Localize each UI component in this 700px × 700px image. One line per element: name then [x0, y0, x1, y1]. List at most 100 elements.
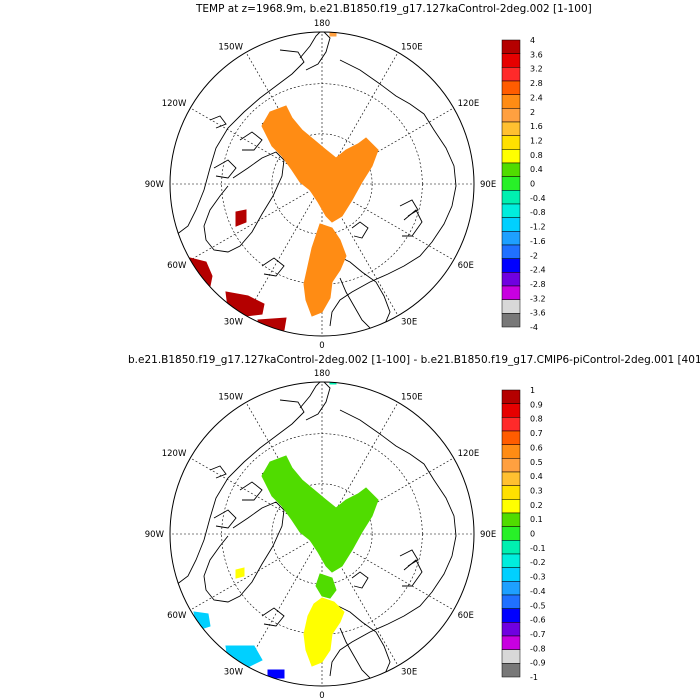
longitude-label: 30W	[224, 318, 244, 328]
longitude-label: 150E	[401, 392, 423, 402]
longitude-label: 60E	[458, 261, 474, 271]
colorbar-swatch	[501, 553, 521, 568]
coastline	[209, 115, 227, 129]
colorbar-label: -0.6	[530, 616, 546, 625]
anomaly-region-orange	[329, 32, 337, 37]
colorbar-label: 0.8	[530, 151, 543, 160]
coastline	[399, 549, 419, 567]
colorbar-label: -2	[530, 251, 538, 260]
panel-2-title: b.e21.B1850.f19_g17.127kaControl-2deg.00…	[128, 354, 700, 366]
colorbar-swatch	[501, 430, 521, 445]
longitude-label: 150W	[218, 392, 243, 402]
map-boundary	[169, 381, 475, 687]
colorbar-label: 3.2	[530, 65, 543, 74]
colorbar-label: 0.7	[530, 429, 543, 438]
colorbar-swatch	[501, 149, 521, 164]
colorbar-label: -0.3	[530, 573, 546, 582]
coastline	[203, 151, 285, 253]
coastline	[399, 199, 419, 217]
coastline	[402, 559, 423, 587]
colorbar-label: 0.1	[530, 515, 543, 524]
coastline	[299, 32, 331, 71]
longitude-label: 30E	[401, 668, 417, 678]
anomaly-region-yellow	[303, 597, 345, 667]
coastline	[337, 605, 391, 681]
colorbar-swatch	[501, 458, 521, 473]
colorbar-label: -0.5	[530, 601, 546, 610]
colorbar-label: -1.6	[530, 237, 546, 246]
coastline	[261, 607, 285, 627]
meridian-line	[245, 183, 323, 316]
colorbar-swatch	[501, 94, 521, 109]
colorbar-label: 0.3	[530, 486, 543, 495]
colorbar-swatch	[501, 417, 521, 432]
colorbar-2: 1 0.9 0.8 0.7 0.6 0.5 0.4 0.3 0.2 0.1 0 -0.1 -0.2 -0.…	[501, 386, 546, 682]
anomaly-region-orange	[303, 223, 347, 317]
colorbar-label: 0.5	[530, 458, 543, 467]
longitude-label: 90E	[480, 180, 496, 190]
colorbar-1: 4 3.6 3.2 2.8 2.4 2 1.6 1.2 0.8 0.4 0 -0.4 -0.8 -1.2 -…	[501, 36, 546, 332]
longitude-label: 0	[319, 691, 324, 700]
colorbar-label: -3.6	[530, 309, 546, 318]
coastline	[171, 49, 305, 239]
colorbar-swatch	[501, 53, 521, 68]
coastline	[203, 501, 285, 603]
panel-1-title: TEMP at z=1968.9m, b.e21.B1850.f19_g17.1…	[196, 3, 592, 15]
coastline	[299, 382, 331, 421]
colorbar-label: 2	[530, 108, 535, 117]
colorbar-label: 1	[530, 386, 535, 395]
colorbar-swatch	[501, 203, 521, 218]
colorbar-swatch	[501, 231, 521, 246]
meridian-line	[190, 533, 323, 611]
meridian-line	[190, 183, 323, 261]
colorbar-label: 0.2	[530, 501, 543, 510]
longitude-label: 30W	[224, 668, 244, 678]
coastline	[239, 481, 263, 501]
colorbar-swatch	[501, 608, 521, 623]
colorbar-swatch	[501, 272, 521, 287]
colorbar-label: -1.2	[530, 223, 546, 232]
coastline	[351, 571, 369, 589]
longitude-label: 60W	[167, 611, 187, 621]
longitude-label: 60W	[167, 261, 187, 271]
colorbar-swatch	[501, 499, 521, 514]
longitude-label: 90E	[480, 530, 496, 540]
coastline	[351, 221, 369, 239]
colorbar-label: -0.9	[530, 659, 546, 668]
colorbar-swatch	[501, 485, 521, 500]
colorbar-swatch	[501, 389, 521, 404]
colorbar-swatch	[501, 217, 521, 232]
anomaly-region-yellow	[235, 567, 245, 579]
colorbar-swatch	[501, 663, 521, 678]
anomaly-region-orange	[261, 105, 379, 223]
colorbar-swatch	[501, 39, 521, 54]
colorbar-label: -3.2	[530, 294, 546, 303]
colorbar-label: 2.4	[530, 93, 543, 102]
longitude-label: 120E	[458, 99, 480, 109]
colorbar-swatch	[501, 244, 521, 259]
colorbar-swatch	[501, 540, 521, 555]
colorbar-label: -0.4	[530, 194, 546, 203]
colorbar-label: 0.4	[530, 165, 543, 174]
colorbar-label: 0.9	[530, 400, 543, 409]
longitude-label: 150E	[401, 42, 423, 52]
colorbar-label: -0.8	[530, 644, 546, 653]
anomaly-region-blue	[267, 669, 285, 679]
latitude-circle	[271, 483, 373, 585]
colorbar-swatch	[501, 526, 521, 541]
colorbar-label: -0.7	[530, 630, 546, 639]
longitude-label: 120W	[162, 99, 187, 109]
colorbar-swatch	[501, 471, 521, 486]
colorbar-label: 0	[530, 180, 535, 189]
longitude-label: 90W	[145, 180, 165, 190]
colorbar-label: 2.8	[530, 79, 543, 88]
colorbar-swatch	[501, 121, 521, 136]
anomaly-region-green	[261, 455, 379, 573]
colorbar-label: -4	[530, 323, 538, 332]
longitude-label: 150W	[218, 42, 243, 52]
meridian-line	[245, 533, 323, 666]
coastline	[402, 209, 423, 237]
longitude-label: 120E	[458, 449, 480, 459]
colorbar-swatch	[501, 635, 521, 650]
